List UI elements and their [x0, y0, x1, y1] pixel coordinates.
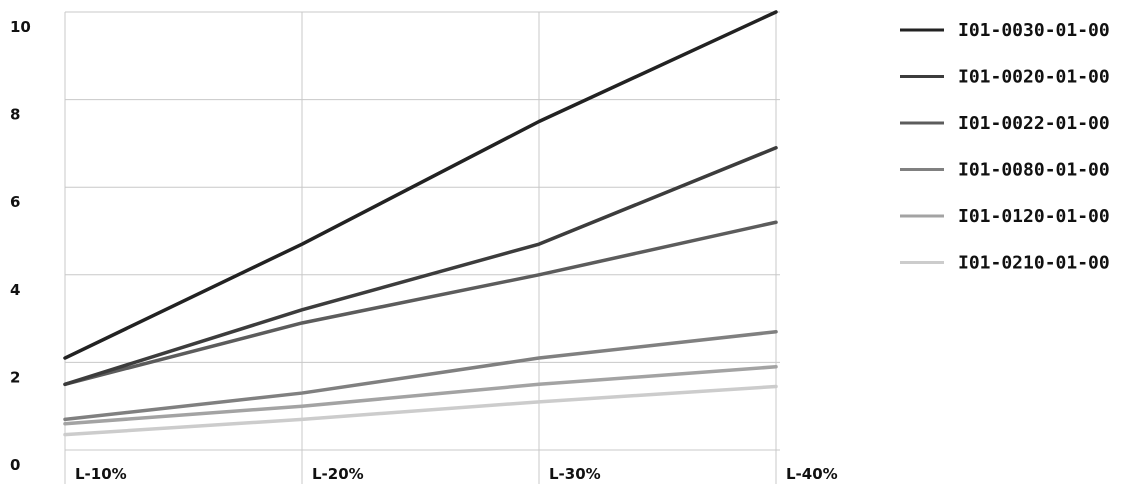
x-tick-label: L-30%: [549, 465, 601, 483]
series-line: [63, 329, 778, 422]
series-line: [63, 10, 778, 360]
y-tick-label: 2: [10, 368, 20, 386]
legend-label: I01-0120-01-00: [958, 206, 1110, 227]
y-tick-label: 8: [10, 106, 20, 124]
legend: I01-0030-01-00 I01-0020-01-00 I01-0022-01-…: [900, 20, 1110, 274]
series-line: [63, 365, 778, 426]
series-line: [63, 220, 778, 387]
y-tick-label: 6: [10, 193, 20, 211]
legend-label: I01-0080-01-00: [958, 160, 1110, 181]
legend-label: I01-0030-01-00: [958, 20, 1110, 41]
series-line: [63, 384, 778, 437]
y-tick-label: 10: [10, 18, 31, 36]
x-tick-label: L-40%: [786, 465, 838, 483]
y-tick-label: 4: [10, 281, 20, 299]
x-tick-label: L-20%: [312, 465, 364, 483]
x-axis-ticks: L-10% L-20% L-30% L-40%: [75, 465, 838, 483]
grid: [64, 11, 780, 484]
x-tick-label: L-10%: [75, 465, 127, 483]
y-tick-label: 0: [10, 456, 20, 474]
legend-label: I01-0020-01-00: [958, 67, 1110, 88]
legend-label: I01-0022-01-00: [958, 113, 1110, 134]
y-axis-ticks: 0 2 4 6 8 10: [10, 18, 31, 474]
series-lines: [63, 10, 778, 437]
legend-label: I01-0210-01-00: [958, 253, 1110, 274]
series-line: [63, 146, 778, 387]
